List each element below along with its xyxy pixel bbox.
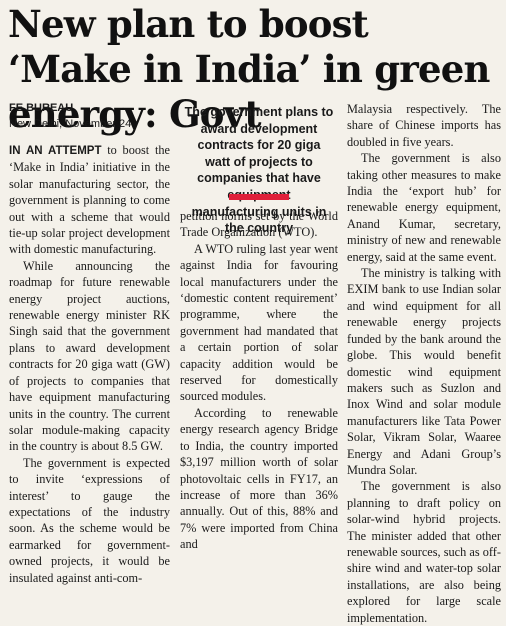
paragraph-text: A WTO ruling last year went against Indi… — [180, 241, 338, 404]
paragraph: According to renewable energy research a… — [180, 405, 338, 553]
accent-bar — [229, 194, 289, 200]
paragraph: The government is expected to invite ‘ex… — [9, 455, 170, 586]
paragraph-text: petition norms set by the World Trade Or… — [180, 209, 338, 240]
column: IN AN ATTEMPT to boost the ‘Make in Indi… — [9, 142, 170, 586]
paragraph-text: to boost the ‘Make in India’ initiative … — [9, 143, 170, 257]
byline-agency: FE BUREAU — [9, 102, 74, 114]
paragraph-text: While announcing the roadmap for future … — [9, 258, 170, 454]
paragraph: The ministry is talking with EXIM bank t… — [347, 265, 501, 478]
paragraph: While announcing the roadmap for future … — [9, 258, 170, 455]
paragraph: petition norms set by the World Trade Or… — [180, 208, 338, 241]
column: Malaysia respectively. The share of Chin… — [347, 101, 501, 626]
paragraph-text: The government is also planning to draft… — [347, 479, 501, 625]
paragraph: The government is also planning to draft… — [347, 478, 501, 626]
paragraph-text: According to renewable energy research a… — [180, 405, 338, 552]
paragraph: IN AN ATTEMPT to boost the ‘Make in Indi… — [9, 142, 170, 258]
paragraph-text: The ministry is talking with EXIM bank t… — [347, 266, 501, 477]
lead-in: IN AN ATTEMPT — [9, 145, 102, 157]
page: New plan to boost ‘Make in India’ in gre… — [8, 2, 501, 625]
headline: New plan to boost ‘Make in India’ in gre… — [8, 2, 490, 136]
paragraph: A WTO ruling last year went against Indi… — [180, 241, 338, 405]
paragraph-text: The government is expected to invite ‘ex… — [9, 455, 170, 585]
paragraph-text: The government is also taking other meas… — [347, 151, 501, 264]
paragraph: Malaysia respectively. The share of Chin… — [347, 101, 501, 150]
paragraph: The government is also taking other meas… — [347, 150, 501, 265]
dateline: New Delhi, November 24 — [9, 118, 132, 130]
paragraph-text: Malaysia respectively. The share of Chin… — [347, 102, 501, 149]
column: petition norms set by the World Trade Or… — [180, 208, 338, 553]
